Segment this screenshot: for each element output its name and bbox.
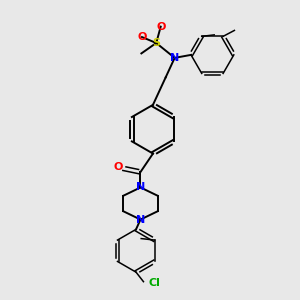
Text: O: O	[137, 32, 147, 42]
Text: Cl: Cl	[149, 278, 161, 288]
Text: O: O	[156, 22, 165, 32]
Text: N: N	[170, 53, 179, 63]
Text: N: N	[136, 182, 145, 193]
Text: S: S	[152, 38, 160, 48]
Text: O: O	[113, 162, 123, 172]
Text: N: N	[136, 214, 145, 224]
